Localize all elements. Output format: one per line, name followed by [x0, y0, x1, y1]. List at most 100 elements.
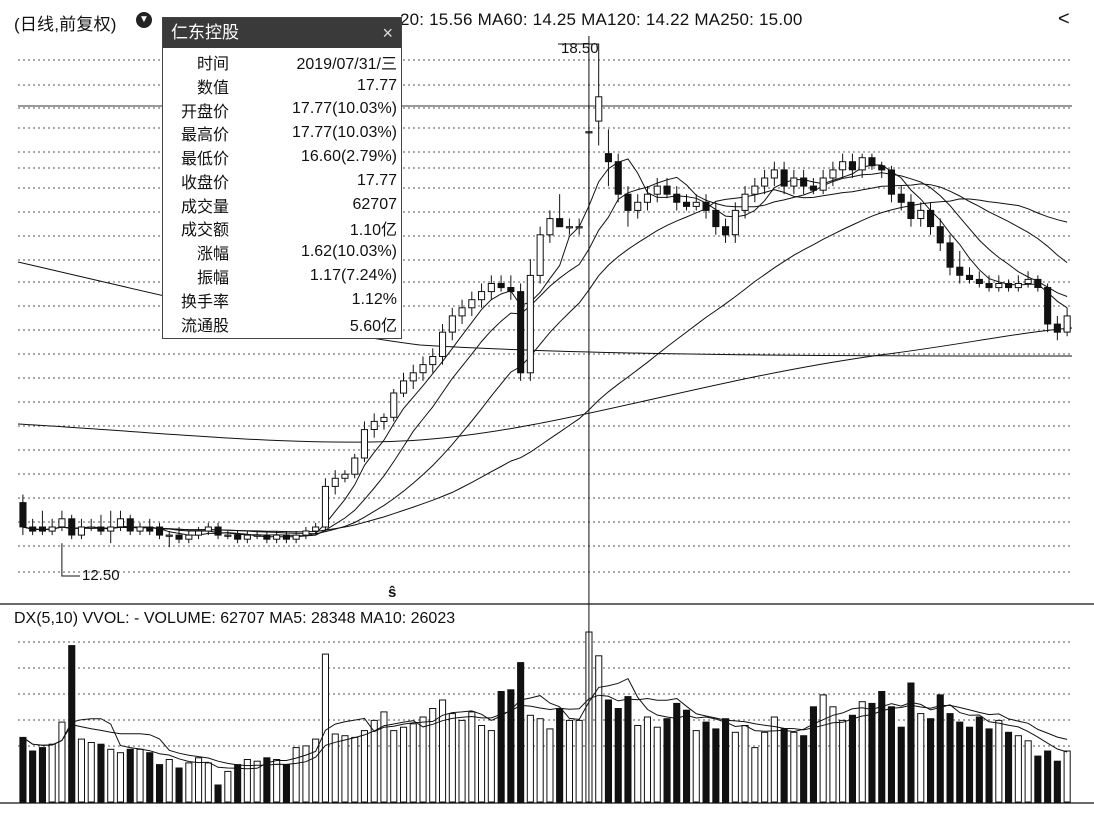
candle-body — [302, 530, 310, 536]
popup-row: 振幅 1.17(7.24%) — [163, 264, 401, 288]
close-icon[interactable]: × — [382, 23, 393, 43]
volume-bar — [917, 713, 925, 803]
candle-body — [331, 477, 339, 487]
popup-row: 换手率 1.12% — [163, 288, 401, 312]
volume-bar — [175, 767, 183, 803]
candle-body — [136, 526, 144, 532]
popup-row: 最低价 16.60(2.79%) — [163, 145, 401, 169]
candle-body — [780, 169, 788, 187]
volume-bar — [370, 719, 378, 803]
high-annotation: 18.50 — [561, 40, 599, 57]
volume-bar — [360, 730, 368, 803]
volume-bar — [204, 762, 212, 803]
ma-values: 20: 15.56 MA60: 14.25 MA120: 14.22 MA250… — [400, 10, 803, 29]
info-popup[interactable]: 仁东控股 × 时间 2019/07/31/三 数值 17.77 开盘价 17.77(10.… — [162, 17, 402, 339]
volume-bar — [1053, 760, 1061, 803]
candle-body — [663, 185, 671, 195]
popup-row: 数值 17.77 — [163, 74, 401, 98]
volume-bar — [634, 725, 642, 803]
candle-body — [497, 283, 505, 289]
volume-bar — [234, 764, 242, 803]
candle-body — [907, 201, 915, 220]
volume-bar — [839, 719, 847, 803]
popup-row: 成交量 62707 — [163, 193, 401, 217]
candle-body — [29, 526, 37, 532]
volume-ma-line — [22, 694, 1068, 767]
low-annotation: 12.50 — [82, 567, 120, 584]
candle-body — [1014, 283, 1022, 289]
volume-bar — [273, 759, 281, 803]
candle-body — [614, 161, 622, 195]
volume-bar — [751, 747, 759, 803]
candle-body — [58, 518, 66, 528]
volume-bar — [604, 699, 613, 803]
candle-body — [809, 185, 818, 191]
candle-body — [848, 161, 857, 171]
candle-body — [692, 201, 700, 207]
candle-body — [868, 157, 876, 167]
candle-body — [458, 307, 466, 317]
volume-bar — [565, 719, 574, 803]
volume-bar — [907, 682, 915, 803]
volume-bar — [1024, 740, 1032, 803]
volume-bar — [819, 694, 827, 803]
candle-body — [468, 299, 476, 309]
volume-bar — [263, 757, 271, 803]
volume-bar — [448, 713, 456, 803]
candle-body — [790, 177, 798, 187]
popup-row: 流通股 5.60亿 — [163, 312, 401, 336]
candle-body — [565, 226, 574, 229]
volume-bar — [409, 723, 417, 803]
candle-body — [751, 185, 759, 195]
volume-bar — [946, 713, 954, 803]
candle-body — [312, 526, 320, 532]
candle-body — [360, 429, 368, 459]
candle-body — [800, 177, 808, 187]
candle-body — [819, 177, 827, 191]
candle-body — [604, 153, 613, 163]
stock-name: 仁东控股 — [171, 23, 239, 42]
volume-bar — [809, 706, 818, 803]
candle-body — [224, 534, 232, 537]
candle-body — [995, 283, 1003, 289]
volume-bar — [116, 752, 125, 803]
candle-body — [243, 534, 251, 540]
period-label[interactable]: (日线,前复权) — [14, 15, 117, 34]
volume-bar — [995, 719, 1003, 803]
volume-bar — [829, 706, 837, 803]
volume-bar — [390, 730, 398, 803]
chevron-down-icon[interactable]: ▼ — [136, 12, 152, 28]
volume-bar — [507, 689, 515, 803]
volume-bar — [321, 653, 329, 803]
volume-bar — [165, 759, 173, 803]
candle-body — [400, 380, 408, 394]
candle-body — [253, 534, 261, 537]
volume-bar — [312, 738, 320, 803]
volume-bar — [683, 709, 691, 803]
candle-body — [48, 526, 56, 532]
volume-bar — [87, 742, 95, 803]
candle-body — [478, 291, 486, 301]
collapse-arrow-icon[interactable]: < — [1058, 8, 1070, 30]
candle-body — [897, 193, 905, 203]
volume-bar — [400, 726, 408, 803]
candle-body — [1063, 315, 1071, 333]
candle-body — [575, 226, 583, 229]
volume-bar — [761, 731, 769, 803]
volume-bar — [214, 784, 222, 803]
volume-bar — [624, 696, 632, 803]
candle-body — [214, 526, 222, 536]
candle-body — [439, 331, 447, 358]
candle-body — [19, 502, 27, 528]
candle-body — [321, 485, 329, 528]
popup-row-value: 62707 — [352, 195, 398, 213]
candle-body — [917, 209, 925, 219]
volume-bar — [497, 691, 505, 803]
popup-row: 最高价 17.77(10.03%) — [163, 121, 401, 145]
popup-row-value: 17.77 — [356, 76, 397, 94]
popup-row-value: 1.10亿 — [349, 222, 397, 240]
volume-bar — [439, 699, 447, 803]
candle-body — [936, 226, 944, 244]
volume-bar — [146, 752, 154, 803]
